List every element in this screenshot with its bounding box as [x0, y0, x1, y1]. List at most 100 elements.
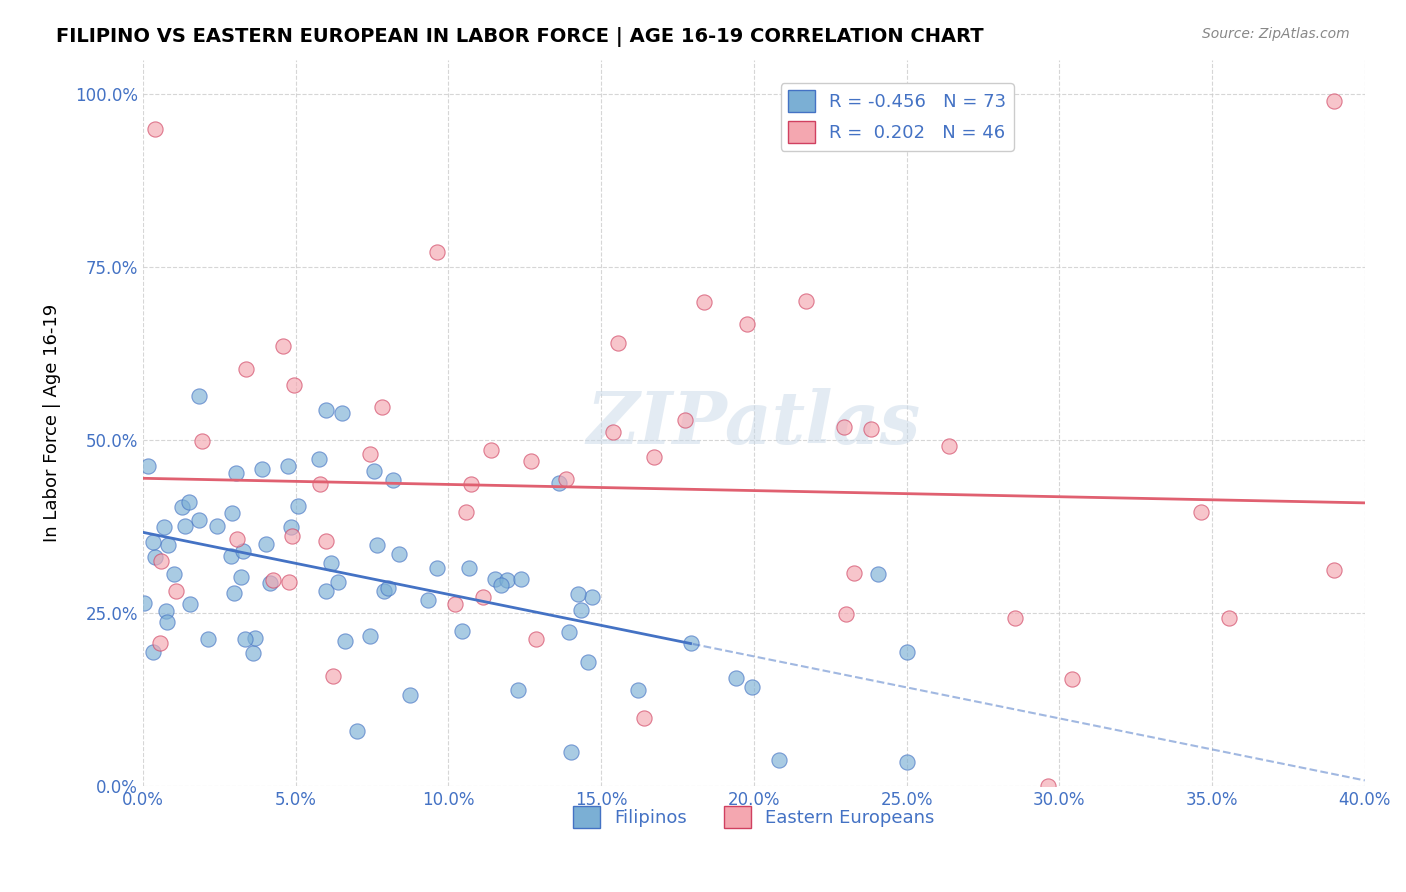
- Point: [142, 535, 165, 549]
- Text: FILIPINO VS EASTERN EUROPEAN IN LABOR FORCE | AGE 16-19 CORRELATION CHART: FILIPINO VS EASTERN EUROPEAN IN LABOR FO…: [56, 27, 984, 46]
- Point: [322, 669, 344, 683]
- Point: [188, 388, 211, 402]
- Point: [225, 532, 247, 546]
- Point: [281, 528, 304, 542]
- Point: [143, 121, 166, 136]
- Point: [326, 575, 349, 590]
- Point: [444, 597, 467, 611]
- Text: Source: ZipAtlas.com: Source: ZipAtlas.com: [1202, 27, 1350, 41]
- Point: [859, 422, 882, 436]
- Point: [315, 584, 337, 599]
- Point: [454, 505, 477, 519]
- Point: [633, 711, 655, 725]
- Point: [330, 406, 353, 420]
- Point: [259, 576, 281, 591]
- Point: [132, 596, 155, 610]
- Point: [277, 458, 299, 473]
- Point: [136, 458, 159, 473]
- Point: [233, 632, 256, 646]
- Point: [232, 543, 254, 558]
- Point: [560, 745, 582, 759]
- Point: [262, 574, 284, 588]
- Point: [693, 295, 716, 310]
- Point: [460, 477, 482, 491]
- Point: [673, 412, 696, 426]
- Point: [382, 473, 405, 487]
- Point: [308, 452, 330, 467]
- Point: [896, 755, 918, 769]
- Legend: Filipinos, Eastern Europeans: Filipinos, Eastern Europeans: [567, 799, 942, 836]
- Point: [191, 434, 214, 448]
- Point: [271, 339, 294, 353]
- Point: [346, 724, 368, 739]
- Point: [179, 597, 201, 611]
- Point: [165, 583, 187, 598]
- Point: [627, 682, 650, 697]
- Point: [359, 629, 381, 643]
- Point: [156, 615, 179, 630]
- Point: [377, 581, 399, 595]
- Point: [576, 655, 599, 669]
- Point: [524, 632, 547, 647]
- Point: [484, 572, 506, 586]
- Point: [197, 632, 219, 647]
- Point: [643, 450, 665, 464]
- Point: [309, 477, 332, 491]
- Point: [1323, 563, 1346, 577]
- Point: [832, 420, 855, 434]
- Point: [333, 634, 356, 648]
- Point: [602, 425, 624, 439]
- Point: [163, 566, 186, 581]
- Point: [149, 635, 172, 649]
- Point: [938, 439, 960, 453]
- Point: [489, 578, 512, 592]
- Point: [554, 472, 576, 486]
- Point: [794, 294, 817, 309]
- Point: [418, 592, 440, 607]
- Point: [457, 561, 479, 575]
- Point: [1060, 672, 1083, 686]
- Point: [153, 520, 176, 534]
- Point: [510, 573, 533, 587]
- Point: [280, 520, 302, 534]
- Point: [366, 538, 388, 552]
- Point: [508, 682, 530, 697]
- Point: [569, 602, 592, 616]
- Point: [1004, 611, 1026, 625]
- Point: [741, 680, 763, 694]
- Point: [254, 536, 277, 550]
- Point: [173, 519, 195, 533]
- Point: [607, 335, 630, 350]
- Point: [319, 557, 342, 571]
- Point: [426, 244, 449, 259]
- Point: [1036, 780, 1059, 794]
- Point: [221, 507, 243, 521]
- Point: [242, 647, 264, 661]
- Point: [363, 464, 385, 478]
- Point: [315, 533, 337, 548]
- Point: [373, 584, 395, 599]
- Text: ZIPatlas: ZIPatlas: [586, 387, 921, 458]
- Point: [581, 591, 603, 605]
- Point: [371, 400, 394, 414]
- Point: [896, 645, 918, 659]
- Point: [1218, 611, 1240, 625]
- Point: [495, 573, 517, 587]
- Point: [866, 567, 889, 582]
- Point: [250, 462, 273, 476]
- Point: [681, 636, 703, 650]
- Point: [245, 632, 267, 646]
- Point: [1323, 94, 1346, 108]
- Point: [768, 753, 790, 767]
- Point: [229, 570, 252, 584]
- Point: [567, 587, 589, 601]
- Point: [479, 443, 502, 458]
- Point: [387, 548, 409, 562]
- Point: [835, 607, 858, 622]
- Point: [143, 549, 166, 564]
- Point: [548, 476, 571, 491]
- Point: [315, 403, 337, 417]
- Point: [156, 537, 179, 551]
- Point: [426, 561, 449, 575]
- Point: [725, 671, 748, 685]
